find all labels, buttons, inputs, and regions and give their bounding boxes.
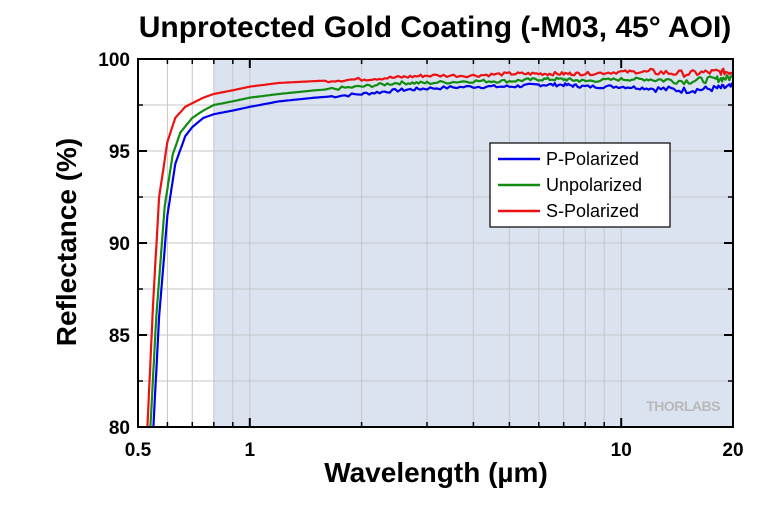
series-line-unpolarized (149, 74, 734, 428)
legend-label: S-Polarized (546, 201, 639, 221)
x-tick-label: 10 (611, 440, 632, 461)
y-tick-label: 90 (109, 234, 130, 255)
x-tick-label: 20 (722, 440, 743, 461)
series-line-p-polarized (152, 82, 735, 428)
series-line-s-polarized (146, 67, 734, 428)
x-tick-label: 0.5 (125, 440, 152, 461)
x-axis-label: Wavelength (µm) (324, 457, 548, 488)
plot-area: 0.5 1 10 20 80 85 90 95 100 P-Polarized Unpolarize… (98, 50, 743, 461)
watermark-logo: THORLABS (646, 398, 720, 414)
chart-title: Unprotected Gold Coating (-M03, 45° AOI) (139, 11, 732, 44)
y-tick-label: 85 (109, 326, 131, 347)
y-tick-label: 95 (109, 142, 131, 163)
y-tick-label: 80 (109, 418, 130, 439)
x-tick-label: 1 (245, 440, 256, 461)
y-tick-label: 100 (98, 50, 130, 71)
legend-label: P-Polarized (546, 149, 639, 169)
y-axis-label: Reflectance (%) (51, 138, 82, 347)
legend-label: Unpolarized (546, 175, 642, 195)
